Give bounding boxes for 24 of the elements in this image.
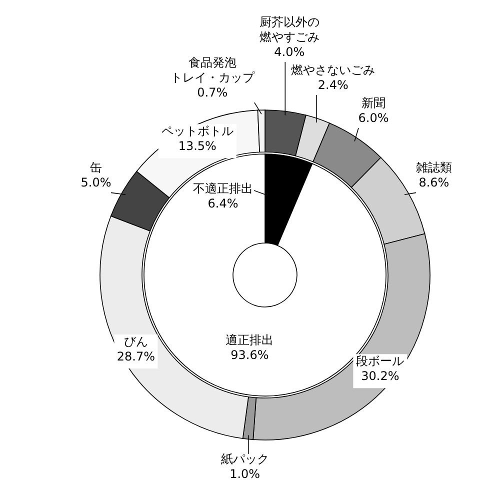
slice-label: 不適正排出 <box>193 182 253 196</box>
slice-label: びん <box>124 334 148 348</box>
data-label: 28.7% <box>116 349 156 364</box>
slice-label: ペットボトル <box>161 124 234 138</box>
data-label: 4.0% <box>274 44 305 59</box>
data-label: 2.4% <box>318 78 348 92</box>
data-label: 30.2% <box>361 369 400 384</box>
slice-label: 食品発泡トレイ・カップ <box>170 56 256 85</box>
slice-label: 燃やさないごみ <box>291 62 376 77</box>
data-label: 8.6% <box>418 176 450 190</box>
data-label: 93.6% <box>230 348 269 362</box>
data-label: 0.7% <box>197 86 228 100</box>
slice-label: 紙パック <box>220 452 269 466</box>
slice-label: 新聞 <box>361 96 386 110</box>
slice-label: 適正排出 <box>226 332 274 347</box>
slice-label: 缶 <box>90 160 102 175</box>
data-label: 13.5% <box>178 139 216 154</box>
slice-label: 段ボール <box>356 354 404 368</box>
slice-label: 雑誌類 <box>416 160 452 175</box>
data-label: 5.0% <box>80 176 112 190</box>
data-label: 6.4% <box>208 196 238 210</box>
slice-label: 厨芥以外の燃やすごみ <box>259 14 320 44</box>
data-label: 6.0% <box>358 110 389 125</box>
data-label: 1.0% <box>230 466 260 481</box>
